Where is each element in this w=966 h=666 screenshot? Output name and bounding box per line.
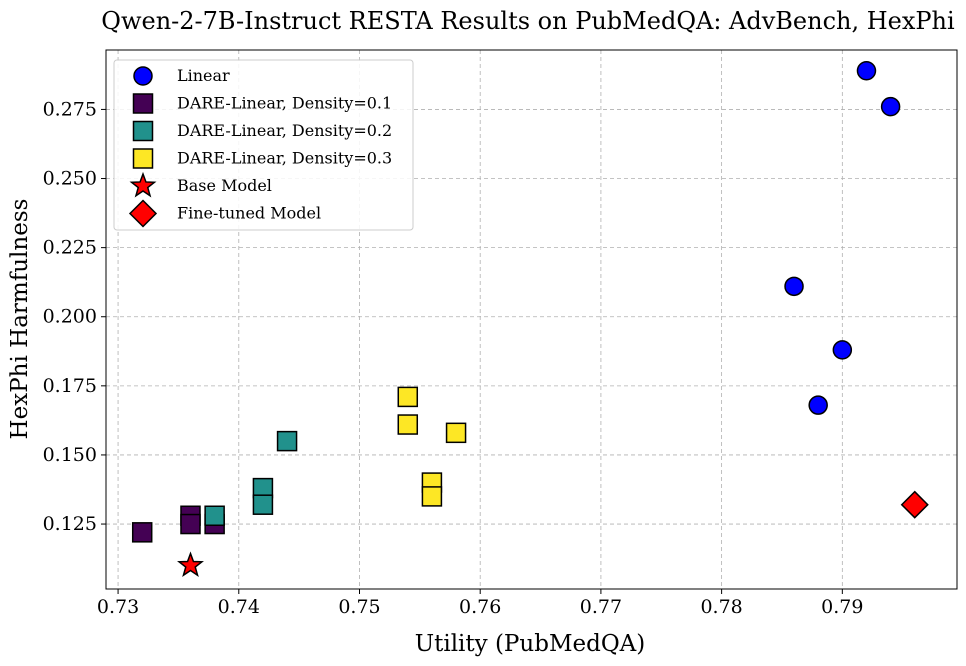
x-tick-label: 0.76	[459, 596, 501, 618]
y-tick-label: 0.125	[43, 513, 97, 535]
legend-marker-base-model	[129, 171, 157, 198]
x-tick-label: 0.79	[821, 596, 863, 618]
plot-frame	[105, 49, 958, 590]
x-axis-title: Utility (PubMedQA)	[415, 631, 646, 657]
legend-label-dare-linear-density-0-1: DARE-Linear, Density=0.1	[177, 94, 392, 113]
legend-marker-linear	[133, 66, 153, 86]
legend-label-dare-linear-density-0-3: DARE-Linear, Density=0.3	[177, 149, 392, 168]
dare-linear-density-0-2-point	[204, 505, 225, 527]
y-tick-label: 0.200	[43, 306, 97, 328]
linear-point	[784, 276, 804, 297]
x-tick-label: 0.73	[97, 596, 139, 618]
y-tick-label: 0.275	[43, 98, 97, 120]
x-tick-label: 0.75	[338, 596, 380, 618]
chart-title: Qwen-2-7B-Instruct RESTA Results on PubM…	[101, 7, 955, 35]
dare-linear-density-0-2-point	[276, 430, 298, 452]
legend-marker-dare-linear-density-0-1	[132, 93, 154, 114]
legend-marker-dare-linear-density-0-2	[132, 120, 154, 142]
fine-tuned-model-point	[900, 490, 929, 519]
x-tick-label: 0.77	[580, 596, 622, 618]
dare-linear-density-0-3-point	[397, 414, 419, 435]
dare-linear-density-0-3-point	[421, 486, 443, 507]
dare-linear-density-0-3-point	[397, 386, 419, 408]
axes: 0.73 0.74 0.75 0.76 0.77 0.78 0.79 0.125 0.150 0.…	[43, 49, 958, 618]
dare-linear-density-0-2-point	[252, 494, 274, 515]
legend: Linear DARE-Linear, Density=0.1 DARE-Linea…	[113, 59, 414, 231]
linear-point	[808, 395, 828, 415]
y-axis-title: HexPhi Harmfulness	[7, 199, 33, 440]
data-points	[131, 60, 929, 577]
legend-frame	[113, 59, 414, 231]
x-tick-label: 0.78	[700, 596, 742, 618]
dare-linear-density-0-1-point	[131, 522, 153, 543]
y-tick-label: 0.225	[43, 237, 97, 259]
y-tick-label: 0.175	[43, 375, 97, 397]
linear-point	[832, 340, 853, 360]
linear-point	[880, 96, 901, 117]
legend-label-fine-tuned-model: Fine-tuned Model	[177, 204, 321, 223]
dare-linear-density-0-1-point	[180, 513, 201, 535]
legend-label-base-model: Base Model	[177, 176, 272, 195]
linear-point	[856, 60, 877, 81]
y-tick-label: 0.250	[43, 168, 97, 190]
legend-marker-dare-linear-density-0-3	[132, 148, 154, 169]
legend-label-linear: Linear	[177, 66, 230, 85]
base-model-point	[177, 551, 204, 577]
x-tick-label: 0.74	[218, 596, 260, 618]
legend-marker-fine-tuned-model	[128, 199, 158, 228]
y-tick-label: 0.150	[43, 444, 97, 466]
dare-linear-density-0-3-point	[445, 422, 467, 444]
legend-label-dare-linear-density-0-2: DARE-Linear, Density=0.2	[177, 121, 392, 140]
